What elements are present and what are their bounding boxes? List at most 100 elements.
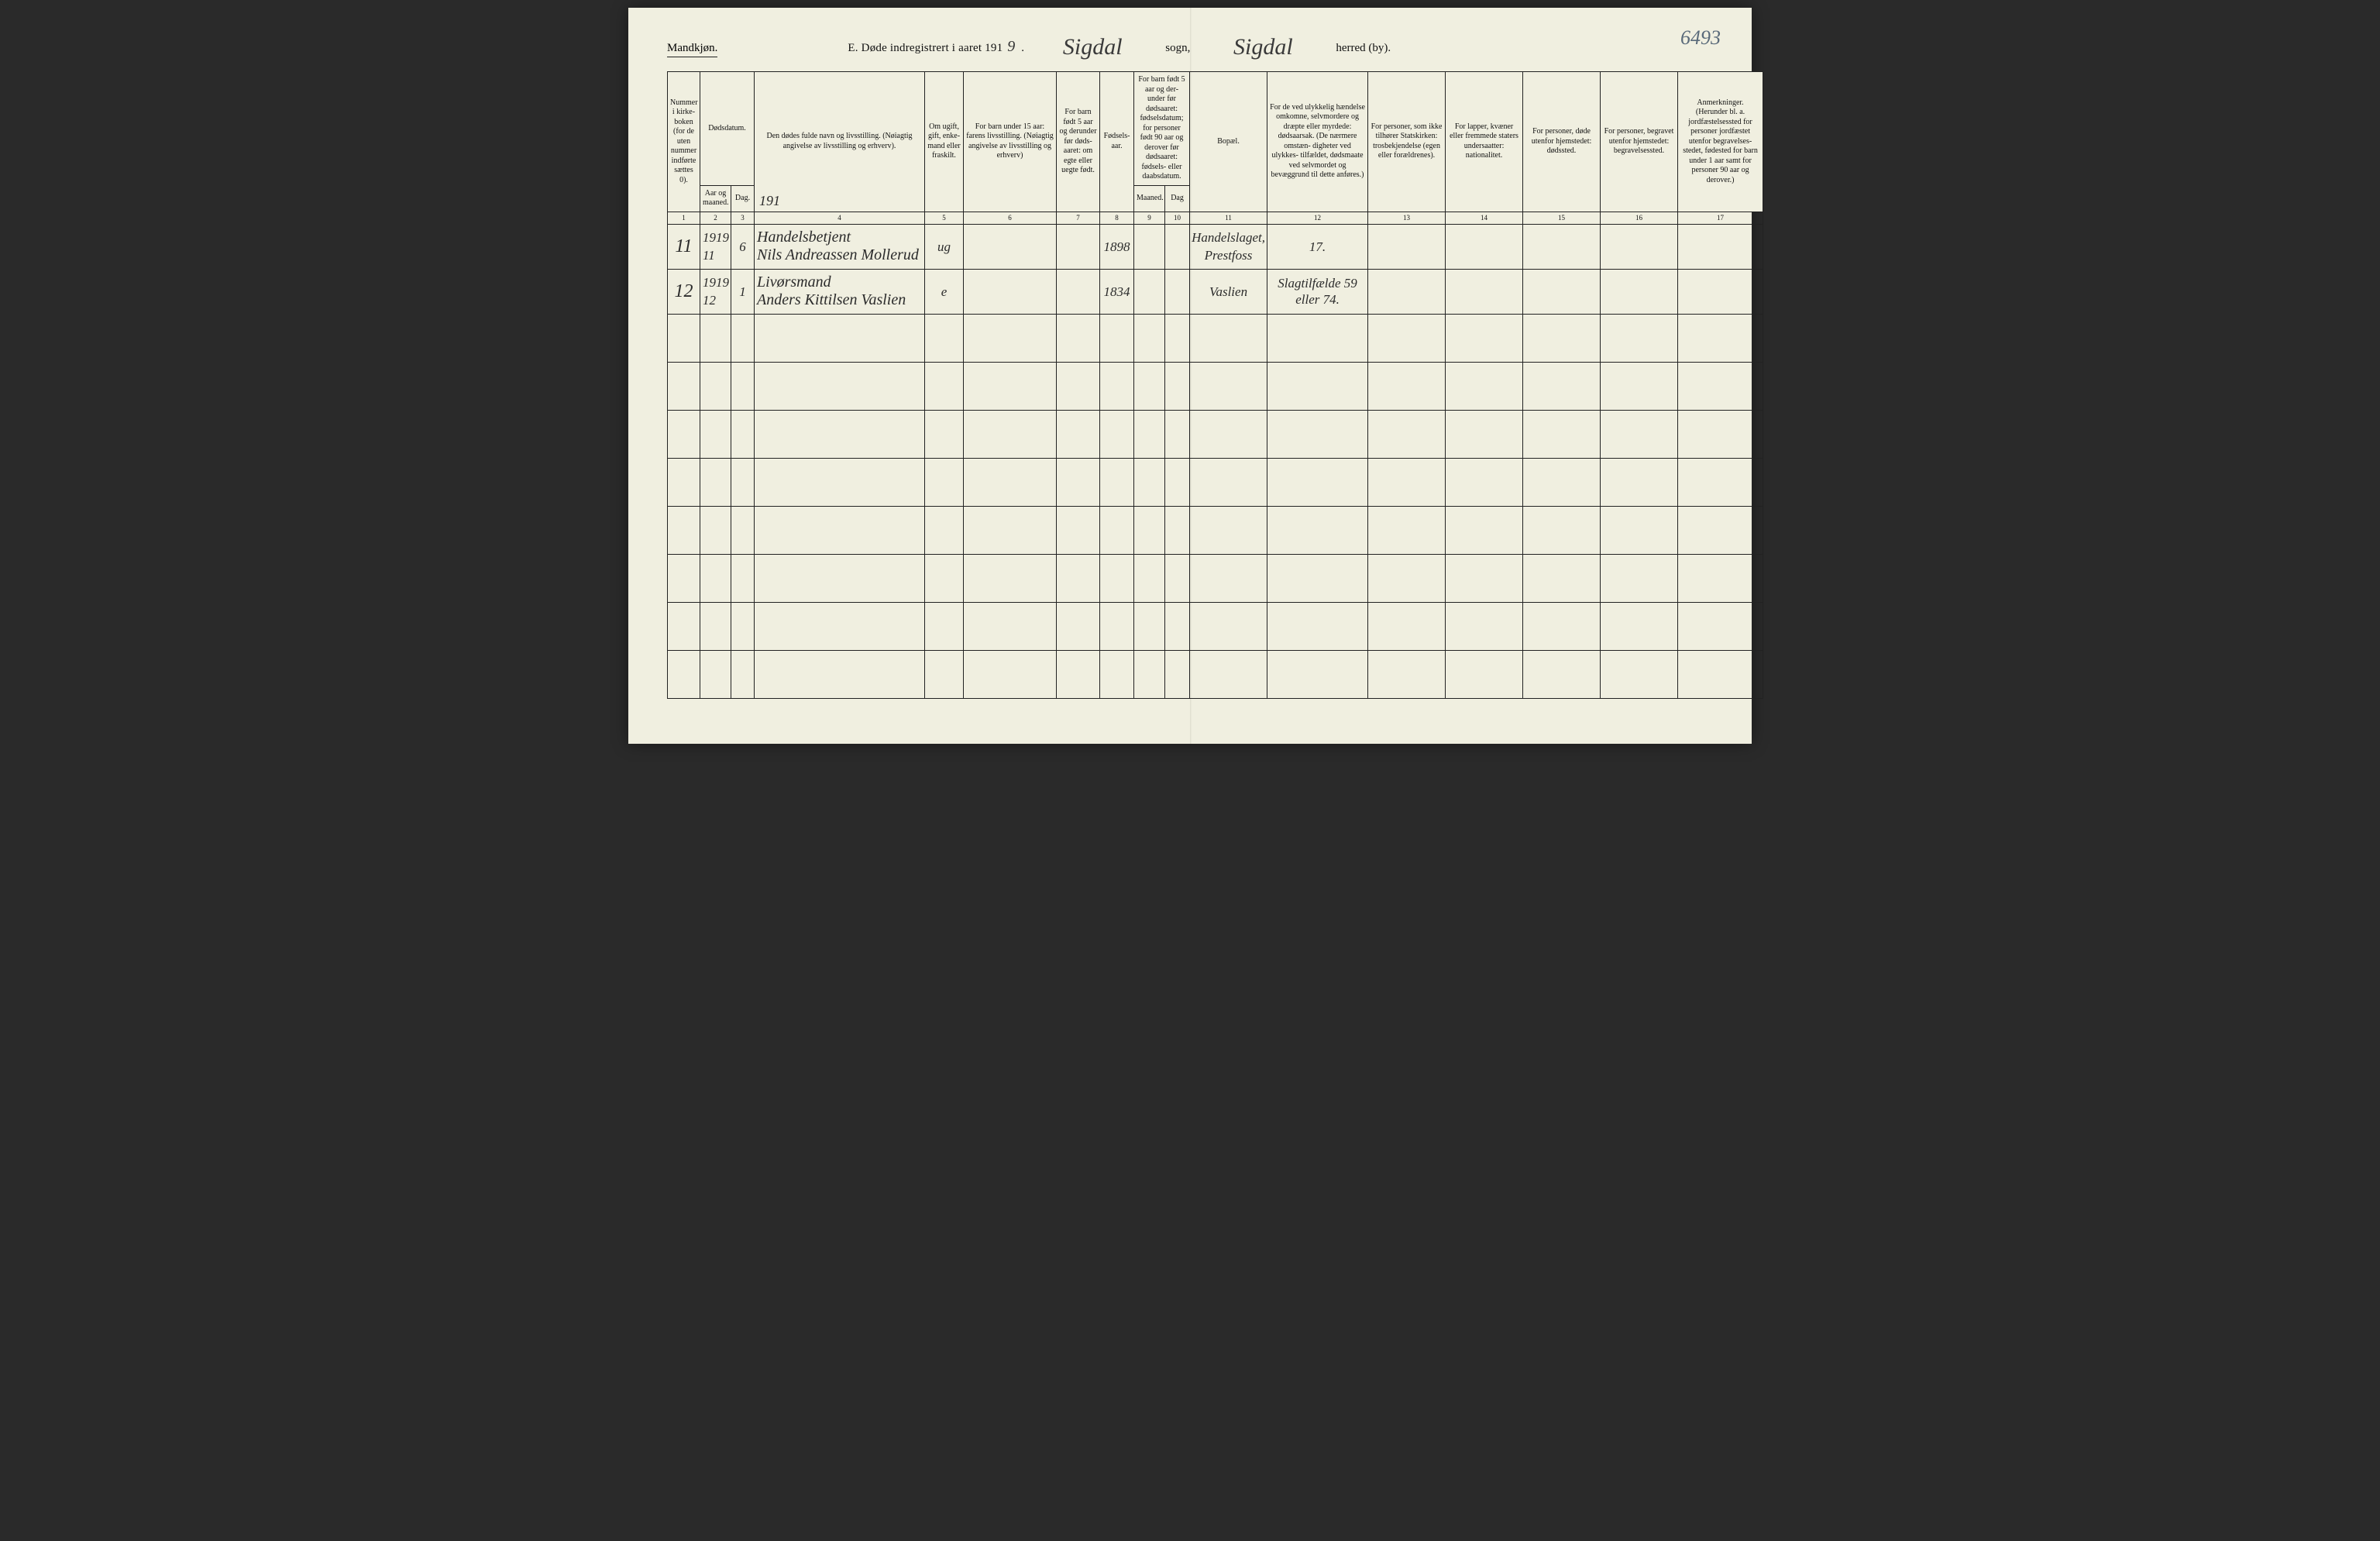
- cell: [1446, 224, 1523, 269]
- table-row: [668, 506, 1763, 554]
- th-col17: Anmerkninger. (Herunder bl. a. jordfæste…: [1678, 72, 1763, 212]
- cell: [1190, 362, 1267, 410]
- cell: [1678, 602, 1763, 650]
- cell: [1523, 362, 1601, 410]
- cell: [1267, 362, 1368, 410]
- gender-label: Mandkjøn.: [667, 42, 717, 57]
- cell: Handelslaget,Prestfoss: [1190, 224, 1267, 269]
- cell: [1134, 362, 1165, 410]
- cell: [755, 410, 925, 458]
- th-col14: For lapper, kvæner eller fremmede stater…: [1446, 72, 1523, 212]
- cell: [1134, 410, 1165, 458]
- table-row: [668, 410, 1763, 458]
- cell: [964, 650, 1057, 698]
- col4-year-inline: 191: [759, 192, 780, 210]
- cell: [1368, 362, 1446, 410]
- cell: [1601, 506, 1678, 554]
- cell: [1267, 554, 1368, 602]
- th-col5: Om ugift, gift, enke- mand eller fraskil…: [925, 72, 964, 212]
- year-suffix: 9: [1007, 38, 1015, 56]
- cell: LivørsmandAnders Kittilsen Vaslien: [755, 269, 925, 314]
- cell: [1165, 410, 1190, 458]
- cell: [1057, 314, 1100, 362]
- cell: 191911: [700, 224, 731, 269]
- colnum: 12: [1267, 212, 1368, 224]
- cell: [731, 602, 755, 650]
- cell: [700, 314, 731, 362]
- th-col23-top: Dødsdatum.: [700, 72, 755, 186]
- cell: [1190, 602, 1267, 650]
- th-col3: Dag.: [731, 185, 755, 212]
- cell: [731, 410, 755, 458]
- cell: [1446, 602, 1523, 650]
- cell: [964, 506, 1057, 554]
- cell: [700, 362, 731, 410]
- cell: [1446, 506, 1523, 554]
- cell: [964, 314, 1057, 362]
- cell: [1165, 224, 1190, 269]
- cell: 12: [668, 269, 700, 314]
- th-col16: For personer, begravet utenfor hjemstede…: [1601, 72, 1678, 212]
- cell: [1523, 506, 1601, 554]
- cell: [1100, 506, 1134, 554]
- sogn-label: sogn,: [1165, 42, 1190, 55]
- cell: [1190, 410, 1267, 458]
- cell: [1523, 458, 1601, 506]
- cell: [1165, 554, 1190, 602]
- cell: [1601, 224, 1678, 269]
- cell: [1165, 650, 1190, 698]
- cell: [1446, 458, 1523, 506]
- colnum: 4: [755, 212, 925, 224]
- cell: [1368, 224, 1446, 269]
- cell: [925, 410, 964, 458]
- cell: [1601, 314, 1678, 362]
- cell: [755, 650, 925, 698]
- cell: [1446, 554, 1523, 602]
- cell: [1057, 554, 1100, 602]
- sogn-value: Sigdal: [1030, 34, 1154, 60]
- cell: [755, 458, 925, 506]
- cell: [1134, 269, 1165, 314]
- colnum: 17: [1678, 212, 1763, 224]
- cell: [1100, 650, 1134, 698]
- cell: [964, 458, 1057, 506]
- table-row: [668, 554, 1763, 602]
- colnum: 11: [1190, 212, 1267, 224]
- cell: [1190, 554, 1267, 602]
- th-col6: For barn under 15 aar: farens livsstilli…: [964, 72, 1057, 212]
- th-col8: Fødsels- aar.: [1100, 72, 1134, 212]
- cell: [700, 506, 731, 554]
- cell: [1678, 554, 1763, 602]
- cell: [964, 554, 1057, 602]
- cell: [964, 410, 1057, 458]
- cell: [731, 314, 755, 362]
- table-row: [668, 362, 1763, 410]
- cell: [1267, 602, 1368, 650]
- cell: [925, 650, 964, 698]
- cell: [1134, 506, 1165, 554]
- cell: [668, 650, 700, 698]
- cell: [668, 602, 700, 650]
- cell: [1678, 224, 1763, 269]
- cell: [1523, 410, 1601, 458]
- th-col4-text: Den dødes fulde navn og livsstilling. (N…: [766, 132, 912, 150]
- cell: [731, 458, 755, 506]
- cell: [1100, 410, 1134, 458]
- cell: [964, 602, 1057, 650]
- th-col2: Aar og maaned.: [700, 185, 731, 212]
- cell: [1267, 314, 1368, 362]
- th-col4: Den dødes fulde navn og livsstilling. (N…: [755, 72, 925, 212]
- cell: [755, 506, 925, 554]
- colnum: 5: [925, 212, 964, 224]
- cell: [1368, 458, 1446, 506]
- colnum: 15: [1523, 212, 1601, 224]
- colnum: 2: [700, 212, 731, 224]
- cell: Slagtilfælde 59 eller 74.: [1267, 269, 1368, 314]
- cell: [731, 650, 755, 698]
- document-page: 6493 Mandkjøn. E. Døde indregistrert i a…: [628, 8, 1752, 744]
- cell: [668, 506, 700, 554]
- cell: [1057, 269, 1100, 314]
- cell: 191912: [700, 269, 731, 314]
- cell: [1368, 269, 1446, 314]
- th-col10: Dag: [1165, 185, 1190, 212]
